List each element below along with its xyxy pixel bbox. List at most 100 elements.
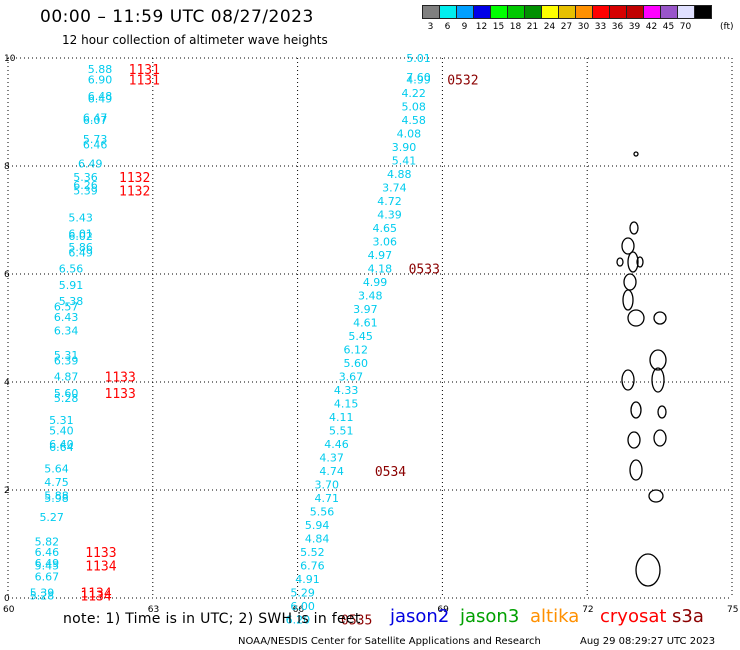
legend-label: 70 [679,22,692,32]
island-outline [629,221,639,235]
wave-height-label: 6.20 [286,614,311,627]
legend-label: 36 [611,22,624,32]
wave-height-label: 5.39 [73,184,98,197]
wave-height-label: 4.99 [363,276,388,289]
time-label: 1132 [119,184,150,199]
wave-height-label: 4.99 [406,74,431,87]
time-label: 0534 [375,465,406,480]
wave-height-label: 5.60 [344,357,369,370]
wave-height-label: 4.88 [387,168,412,181]
island-outline [622,289,634,311]
wave-height-label: 5.88 [44,489,68,502]
wave-height-label: 6.02 [68,230,93,243]
wave-height-label: 4.39 [377,209,402,222]
island-outline [621,369,635,391]
wave-height-label: 3.70 [315,479,340,492]
wave-height-label: 3.06 [372,236,397,249]
time-label: 1131 [129,74,160,89]
legend-label: 39 [628,22,641,32]
wave-height-label: 7.60 [406,71,431,84]
legend-labels: 3 6 9 12 15 18 21 24 27 30 33 36 39 42 45 70 [422,22,711,32]
lat-tick-label: 6 [4,270,10,280]
island-outline [627,251,639,273]
island-outline [616,257,624,267]
lon-tick-label: 66 [293,605,305,615]
island-outline [621,237,635,255]
wave-height-label: 5.56 [310,506,335,519]
satellite-label-jason3: jason3 [460,606,520,627]
island-outline [635,553,661,587]
wave-height-label: 4.75 [44,476,68,489]
wave-height-label: 5.41 [392,155,417,168]
wave-height-label: 3.97 [353,303,378,316]
wave-height-label: 6.49 [88,93,113,106]
wave-height-label: 5.86 [68,241,93,254]
map-subtitle: 12 hour collection of altimeter wave hei… [62,33,328,47]
wave-height-label: 6.57 [54,300,79,313]
wave-height-label: 4.91 [295,573,320,586]
lat-tick-label: 10 [4,54,16,64]
wave-height-label: 6.01 [68,228,93,241]
wave-height-label: 6.26 [73,179,98,192]
island-outline [648,489,664,503]
lon-tick-label: 75 [727,605,738,615]
wave-height-label: 5.60 [54,387,79,400]
wave-height-label: 6.76 [300,560,325,573]
legend-unit: (ft) [720,22,734,32]
wave-height-label: 5.36 [73,171,98,184]
wave-height-label: 4.74 [319,465,344,478]
legend-label: 9 [461,22,468,32]
satellite-label-s3a: s3a [672,606,704,627]
legend-label: 12 [475,22,488,32]
island-outline [623,273,637,291]
lon-tick-label: 72 [582,605,593,615]
wave-height-label: 4.61 [353,317,378,330]
wave-height-label: 6.12 [344,344,369,357]
time-label: 1134 [80,587,111,602]
legend-label: 15 [492,22,505,32]
wave-height-label: 6.90 [88,74,113,87]
wave-height-label: 5.28 [30,589,55,602]
wave-height-label: 5.31 [49,414,74,427]
wave-height-label: 6.43 [54,311,79,324]
lon-tick-label: 69 [437,605,449,615]
wave-height-label: 4.22 [401,87,426,100]
satellite-label-cryosat: cryosat [600,606,667,627]
wave-height-label: 5.88 [88,63,113,76]
time-label: 0532 [447,74,478,89]
wave-height-label: 5.45 [348,330,373,343]
legend-label: 18 [509,22,522,32]
island-outline [657,405,667,419]
legend-label: 33 [594,22,607,32]
wave-height-label: 5.38 [59,295,84,308]
island-outline [627,309,645,327]
wave-height-label: 4.72 [377,195,402,208]
wave-height-label: 5.82 [35,535,60,548]
lon-tick-label: 63 [148,605,159,615]
time-label: 1134 [85,560,116,575]
wave-height-label: 5.31 [54,349,79,362]
time-label: 1132 [119,171,150,186]
wave-height-label: 4.11 [329,411,354,424]
island-outline [653,311,667,325]
footnote: note: 1) Time is in UTC; 2) SWH is in fe… [63,611,361,627]
wave-height-label: 6.47 [83,111,108,124]
wave-height-label: 6.48 [88,90,113,103]
lat-tick-label: 2 [4,486,10,496]
time-label: 0533 [409,263,440,278]
wave-height-label: 4.58 [401,114,426,127]
island-outline [651,367,665,393]
wave-height-label: 5.27 [39,511,64,524]
wave-height-label: 6.07 [83,114,108,127]
legend-label: 45 [662,22,675,32]
wave-height-label: 5.39 [30,587,55,600]
island-outline [649,349,667,371]
wave-height-label: 4.08 [397,128,422,141]
wave-height-label: 3.67 [339,371,364,384]
legend-swatch [694,5,712,19]
legend-label: 42 [645,22,658,32]
legend-label: 30 [577,22,590,32]
wave-height-label: 6.46 [35,546,60,559]
wave-height-label: 5.45 [35,560,60,573]
wave-height-label: 5.40 [49,425,74,438]
